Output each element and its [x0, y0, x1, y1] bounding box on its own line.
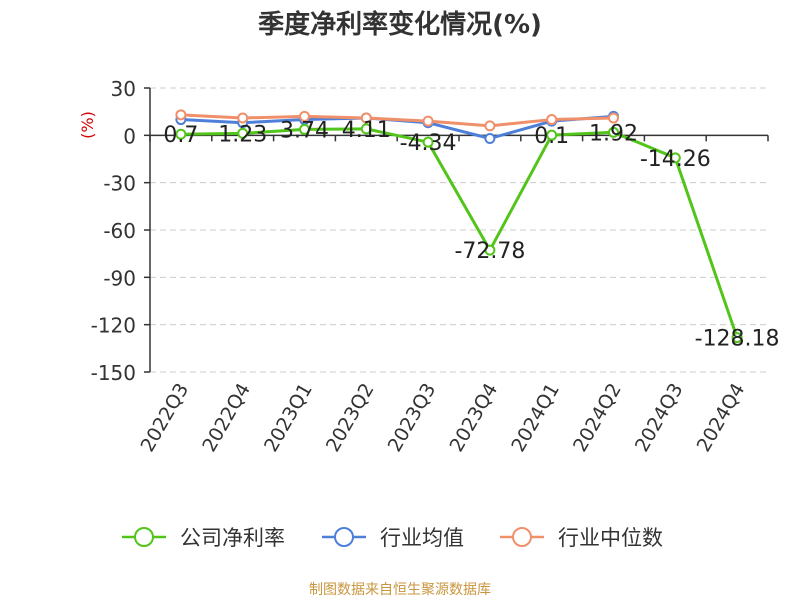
data-point	[299, 110, 310, 122]
x-tick-label: 2022Q4	[198, 380, 255, 456]
series-line-0	[180, 127, 739, 339]
data-point	[484, 120, 496, 132]
y-tick-label: -60	[103, 219, 136, 243]
series-lines	[175, 109, 743, 344]
legend: 公司净利率 行业均值 行业中位数	[122, 526, 663, 550]
data-point	[608, 112, 619, 124]
data-label: 3.74	[280, 118, 329, 143]
y-tick-label: -90	[103, 266, 136, 290]
data-point	[360, 112, 372, 124]
data-point	[669, 152, 681, 164]
chart-title: 季度净利率变化情况(%)	[258, 10, 542, 40]
y-tick-label: 0	[123, 124, 136, 148]
data-label: 0.1	[534, 124, 569, 149]
data-point	[484, 132, 496, 144]
data-point	[422, 115, 434, 127]
x-tick-label: 2023Q2	[322, 380, 379, 456]
data-point	[731, 332, 743, 344]
x-tick-label: 2023Q4	[445, 380, 502, 456]
data-label: 1.23	[218, 122, 267, 147]
data-label: 4.11	[342, 118, 391, 143]
x-tick-label: 2023Q3	[384, 380, 441, 456]
legend-marker	[512, 527, 532, 547]
legend-marker	[334, 527, 354, 547]
data-label: -14.26	[640, 147, 711, 172]
x-tick-label: 2023Q1	[260, 380, 317, 456]
data-point	[422, 136, 434, 148]
x-tick-label: 2022Q3	[136, 380, 193, 456]
data-point	[546, 129, 558, 141]
data-label: -72.78	[454, 239, 525, 264]
legend-marker	[134, 527, 154, 547]
data-point	[360, 123, 372, 135]
data-point	[237, 112, 249, 124]
legend-label: 公司净利率	[180, 526, 285, 550]
data-point	[299, 123, 310, 135]
x-tick-label: 2024Q3	[631, 380, 688, 456]
legend-label: 行业中位数	[558, 526, 663, 550]
data-label: 1.92	[589, 121, 638, 146]
series-line-2	[180, 113, 614, 128]
x-tick-label: 2024Q2	[569, 380, 626, 456]
legend-label: 行业均值	[380, 526, 464, 550]
data-label: 0.7	[163, 123, 198, 148]
data-point	[237, 127, 249, 139]
data-point	[546, 114, 558, 126]
grid-lines	[150, 87, 768, 373]
y-tick-label: -30	[103, 172, 136, 196]
data-point	[608, 126, 619, 138]
x-tick-label: 2024Q4	[693, 380, 750, 456]
data-labels: 0.7 1.23 3.74 4.11 -4.34 -72.78 0.1 1.92-14.26 -…	[163, 118, 779, 352]
x-tick-label: 2024Q1	[507, 380, 564, 456]
y-tick-label: -120	[91, 314, 136, 338]
source-footer: 制图数据来自恒生聚源数据库	[309, 582, 491, 598]
data-point	[175, 109, 187, 121]
y-tick-label: 30	[111, 77, 136, 101]
y-tick-label: -150	[91, 361, 136, 385]
data-label: -4.34	[400, 131, 457, 156]
y-axis-unit-label: (%)	[78, 111, 97, 139]
data-point	[484, 244, 496, 256]
data-label: -128.18	[695, 327, 780, 352]
data-point	[175, 128, 187, 140]
